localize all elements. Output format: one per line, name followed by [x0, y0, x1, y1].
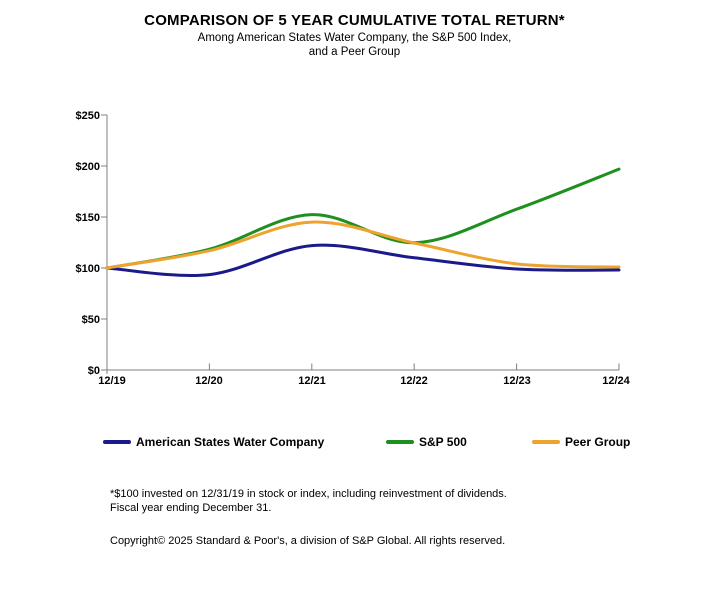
x-tick-12-21: 12/21	[298, 375, 326, 387]
legend-item-american-states-water: American States Water Company	[103, 434, 324, 449]
legend-label-peer-group: Peer Group	[565, 434, 631, 449]
footnote-line-2: Fiscal year ending December 31.	[110, 502, 272, 514]
legend-swatch-peer-group	[532, 439, 560, 444]
y-tick-250: $250	[76, 110, 100, 122]
legend-swatch-sp500	[386, 439, 414, 444]
legend-item-peer-group: Peer Group	[532, 434, 630, 449]
x-axis-ticks	[208, 363, 620, 370]
y-tick-150: $150	[76, 212, 100, 224]
y-tick-0: $0	[88, 365, 100, 377]
x-tick-12-24: 12/24	[602, 375, 630, 387]
x-tick-12-19: 12/19	[98, 375, 126, 387]
legend-label-american-states-water: American States Water Company	[136, 434, 325, 449]
series-line-sp500	[105, 167, 621, 270]
y-tick-200: $200	[76, 161, 100, 173]
x-tick-12-23: 12/23	[503, 375, 531, 387]
chart-title: COMPARISON OF 5 YEAR CUMULATIVE TOTAL RE…	[144, 12, 565, 29]
axis-lines	[106, 115, 619, 374]
legend-swatch-american-states-water	[103, 439, 131, 444]
legend-label-sp500: S&P 500	[419, 434, 467, 449]
x-tick-labels: 12/19 12/20 12/21 12/22 12/23 12/24	[98, 375, 630, 387]
footnote-line-1: *$100 invested on 12/31/19 in stock or i…	[110, 488, 507, 500]
y-tick-50: $50	[82, 314, 100, 326]
footnotes: *$100 invested on 12/31/19 in stock or i…	[110, 487, 507, 515]
copyright-notice: Copyright© 2025 Standard & Poor's, a div…	[110, 535, 506, 547]
y-tick-labels: $0 $50 $100 $150 $200 $250	[76, 110, 100, 377]
chart-subtitle-line-1: Among American States Water Company, the…	[197, 32, 512, 44]
x-tick-12-22: 12/22	[400, 375, 428, 387]
y-tick-100: $100	[76, 263, 100, 275]
series-line-american-states-water	[105, 243, 621, 278]
series-line-peer-group	[105, 220, 621, 270]
axes	[101, 114, 620, 374]
x-tick-12-20: 12/20	[195, 375, 223, 387]
series-lines	[105, 167, 621, 278]
y-axis-ticks	[101, 114, 107, 371]
chart-subtitle: Among American States Water Company, the…	[0, 31, 709, 59]
chart-subtitle-line-2: and a Peer Group	[308, 46, 401, 58]
legend-item-sp500: S&P 500	[386, 434, 467, 449]
